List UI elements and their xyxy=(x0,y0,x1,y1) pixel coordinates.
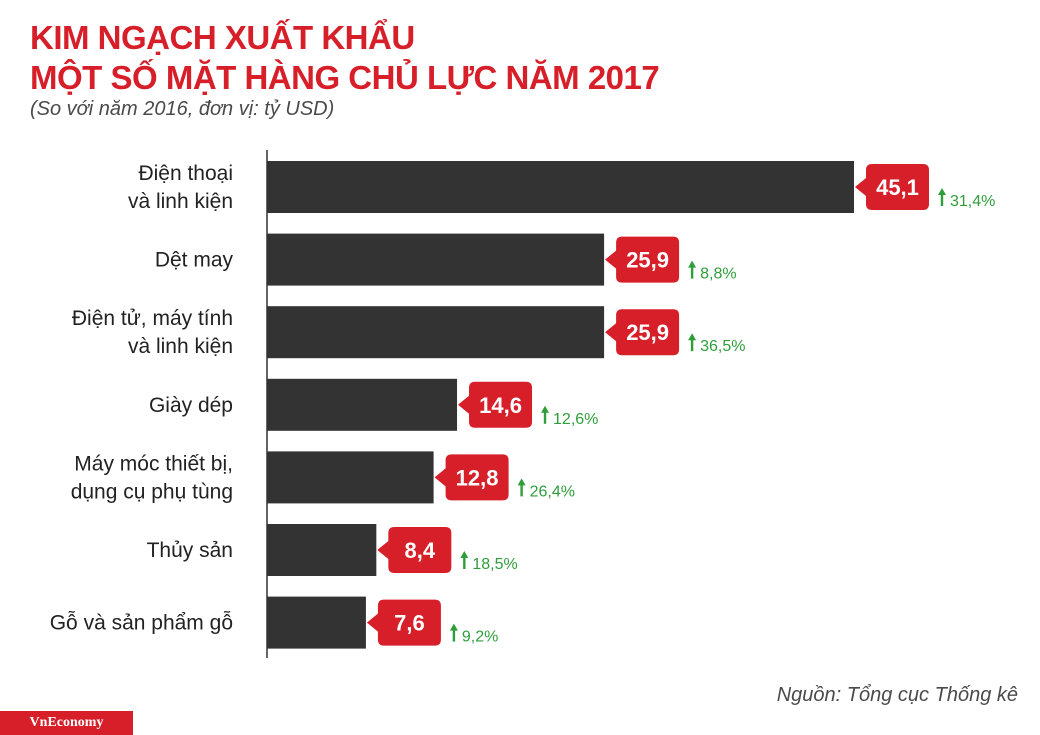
value-label-2: 25,9 xyxy=(626,320,669,345)
change-arrow-6 xyxy=(449,623,458,631)
value-badge-6 xyxy=(366,599,441,646)
change-label-2: 36,5% xyxy=(700,338,745,355)
category-label-0-line-2: và linh kiện xyxy=(128,190,233,213)
bar-3 xyxy=(267,378,458,431)
change-arrow-5 xyxy=(460,551,469,558)
change-arrow-2 xyxy=(688,333,697,341)
change-label-6: 9,2% xyxy=(462,629,498,646)
change-arrow-shaft-6 xyxy=(452,629,456,642)
bar-4 xyxy=(267,451,434,504)
change-arrow-4 xyxy=(517,478,526,486)
value-label-6: 7,6 xyxy=(394,611,425,636)
chart-title-line-2: MỘT SỐ MẶT HÀNG CHỦ LỰC NĂM 2017 xyxy=(30,59,660,96)
value-label-4: 12,8 xyxy=(456,465,499,490)
category-label-3: Giày dép xyxy=(149,394,233,417)
bar-0 xyxy=(267,161,854,213)
category-label-5: Thủy sản xyxy=(147,539,233,562)
bar-6 xyxy=(267,596,366,649)
value-badge-1 xyxy=(605,236,680,283)
value-badge-5 xyxy=(377,527,452,573)
bar-1 xyxy=(267,233,605,286)
category-label-4-line-1: Máy móc thiết bị, xyxy=(74,452,233,475)
chart-subtitle: (So với năm 2016, đơn vị: tỷ USD) xyxy=(30,98,335,120)
change-arrow-3 xyxy=(541,405,550,413)
change-label-4: 26,4% xyxy=(530,483,575,500)
value-label-0: 45,1 xyxy=(876,175,919,200)
category-label-4-line-2: dụng cụ phụ tùng xyxy=(71,480,233,503)
change-arrow-shaft-0 xyxy=(940,194,944,206)
value-label-1: 25,9 xyxy=(626,248,669,273)
value-label-3: 14,6 xyxy=(479,393,522,418)
change-arrow-shaft-4 xyxy=(520,484,523,497)
category-label-1: Dệt may xyxy=(155,249,234,272)
change-label-0: 31,4% xyxy=(950,193,995,210)
category-label-6: Gỗ và sản phẩm gỗ xyxy=(50,612,233,635)
change-label-5: 18,5% xyxy=(472,556,517,573)
value-badge-3 xyxy=(458,381,533,428)
value-badge-0 xyxy=(855,164,929,210)
change-label-1: 8,8% xyxy=(700,266,736,283)
value-badge-2 xyxy=(605,309,680,356)
category-label-0-line-1: Điện thoại xyxy=(138,162,233,185)
value-label-5: 8,4 xyxy=(405,538,436,563)
source-note: Nguồn: Tổng cục Thống kê xyxy=(776,684,1018,706)
category-label-2-line-2: và linh kiện xyxy=(128,335,233,358)
bar-2 xyxy=(267,306,605,359)
change-arrow-1 xyxy=(688,260,697,268)
vneconomy-logo: VnEconomy xyxy=(0,711,133,735)
change-arrow-shaft-5 xyxy=(463,557,466,569)
chart-title-line-1: KIM NGẠCH XUẤT KHẨU xyxy=(30,19,415,56)
change-arrow-shaft-2 xyxy=(690,339,694,352)
bar-5 xyxy=(267,524,377,576)
change-arrow-0 xyxy=(938,188,946,195)
value-badge-4 xyxy=(434,454,509,501)
category-label-2-line-1: Điện tử, máy tính xyxy=(72,307,233,330)
change-arrow-shaft-1 xyxy=(690,266,694,279)
change-label-3: 12,6% xyxy=(553,411,598,428)
bar-group: Điện thoại và linh kiện 45,1 31,4% Dệt may 25… xyxy=(50,161,995,649)
change-arrow-shaft-3 xyxy=(543,411,547,424)
